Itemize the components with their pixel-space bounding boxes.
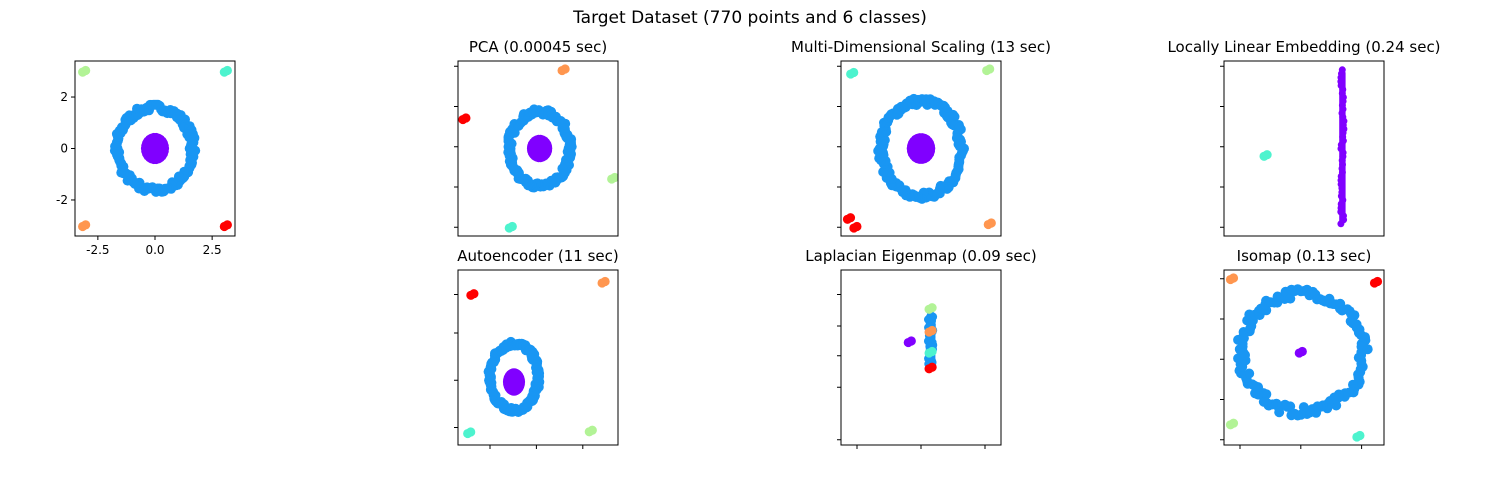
scatter-point (849, 67, 859, 78)
subplot-mds: Multi-Dimensional Scaling (13 sec) (791, 38, 1051, 237)
scatter-point (461, 113, 471, 123)
subplot-laplacian: Laplacian Eigenmap (0.09 sec) (805, 247, 1037, 449)
marks-laplacian (903, 303, 938, 374)
scatter-point (466, 427, 476, 437)
scatter-point (927, 346, 937, 357)
scatter-point (222, 65, 232, 76)
scatter-point (926, 141, 935, 151)
figure-suptitle: Target Dataset (770 points and 6 classes… (573, 8, 927, 28)
scatter-point (1285, 293, 1296, 304)
scatter-point (543, 141, 553, 151)
axes-frame (840, 269, 1002, 446)
scatter-point (986, 218, 996, 228)
y-tick-label: 2 (60, 90, 68, 104)
scatter-point (610, 172, 618, 183)
scatter-point (985, 64, 995, 74)
scatter-point (927, 325, 937, 336)
scatter-point (81, 65, 91, 76)
axes-frame (1223, 60, 1385, 237)
subplot-isomap: Isomap (0.13 sec) (1220, 247, 1385, 449)
y-tick-label: -2 (56, 193, 68, 207)
scatter-point (1228, 273, 1239, 283)
subplot-autoencoder: Autoencoder (11 sec) (454, 247, 619, 449)
subplot-title: Autoencoder (11 sec) (457, 247, 619, 265)
subplot-title: Laplacian Eigenmap (0.09 sec) (805, 247, 1036, 265)
scatter-point (852, 221, 862, 232)
marks-isomap (1225, 273, 1383, 442)
scatter-point (566, 141, 577, 152)
scatter-point (507, 221, 517, 232)
scatter-point (560, 64, 570, 74)
scatter-point (1262, 150, 1272, 160)
scatter-point (1337, 220, 1345, 228)
axes-frame (457, 269, 619, 446)
marks-lle (1259, 66, 1348, 228)
scatter-point (1228, 418, 1239, 428)
scatter-point (1298, 402, 1309, 413)
scatter-point (587, 425, 597, 435)
subplot-title: Locally Linear Embedding (0.24 sec) (1167, 38, 1440, 56)
scatter-point (906, 336, 916, 346)
x-tick-label: 0.0 (145, 243, 164, 257)
scatter-point (469, 289, 479, 299)
axes-frame (840, 60, 1002, 237)
x-tick-label: -2.5 (86, 243, 109, 257)
scatter-point (954, 141, 965, 152)
scatter-point (533, 370, 544, 381)
subplot-title: PCA (0.00045 sec) (469, 38, 607, 56)
scatter-point (186, 141, 196, 152)
scatter-point (1362, 344, 1373, 355)
subplot-title: Multi-Dimensional Scaling (13 sec) (791, 38, 1051, 56)
subplot-target: -2.5 0.0 2.5 -2 0 2 (56, 60, 236, 257)
scatter-point (927, 303, 937, 313)
scatter-point (81, 220, 91, 230)
subplot-pca: PCA (0.00045 sec) (454, 38, 619, 237)
scatter-point (1297, 346, 1307, 357)
marks-autoencoder (463, 276, 610, 439)
scatter-point (515, 375, 525, 385)
subplot-title: Isomap (0.13 sec) (1237, 247, 1372, 265)
scatter-point (1286, 410, 1297, 421)
x-tick-label: 2.5 (203, 243, 222, 257)
scatter-point (845, 213, 856, 223)
scatter-point (159, 141, 169, 151)
marks-mds (842, 64, 996, 233)
scatter-point (927, 362, 937, 372)
scatter-point (1244, 368, 1255, 379)
subplot-lle: Locally Linear Embedding (0.24 sec) (1167, 38, 1441, 237)
scatter-point (222, 220, 232, 230)
y-tick-label: 0 (60, 142, 68, 156)
scatter-point (1372, 276, 1383, 287)
scatter-point (600, 276, 610, 287)
axes-frame (457, 60, 619, 237)
marks-target (78, 65, 232, 232)
axes-frame (1223, 269, 1385, 446)
scatter-point (1355, 430, 1365, 441)
marks-pca (458, 64, 618, 233)
